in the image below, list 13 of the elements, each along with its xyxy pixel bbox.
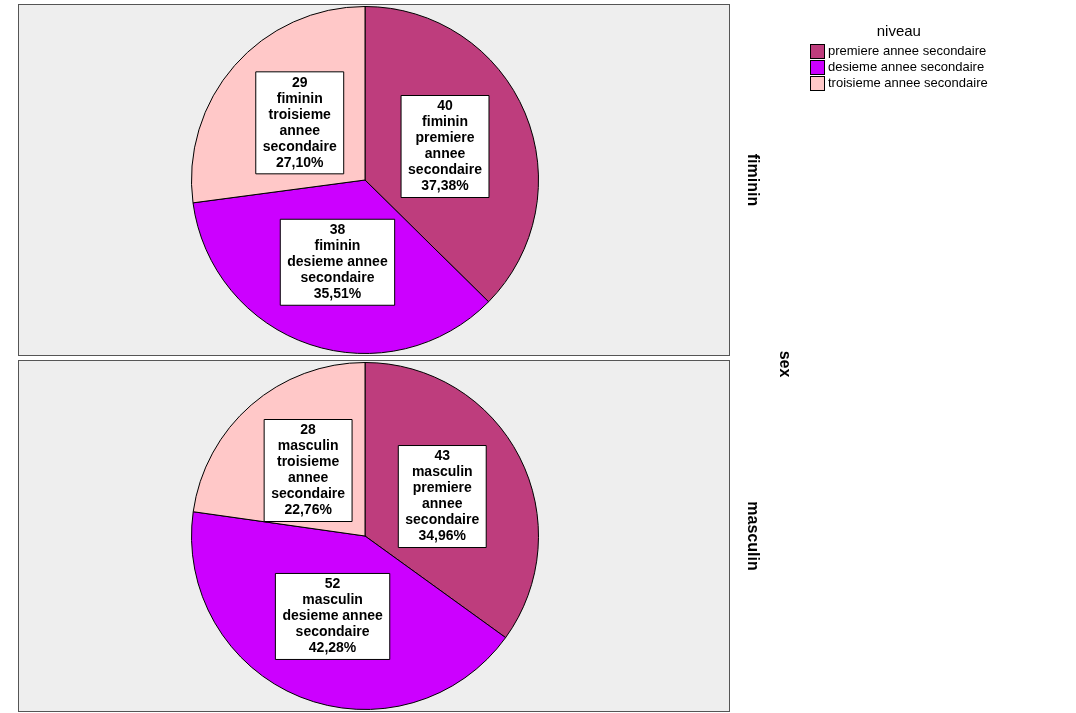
data-label: 52 masculin desieme annee secondaire 42,28% bbox=[282, 575, 383, 656]
data-label: 38 fiminin desieme annee secondaire 35,51% bbox=[287, 221, 388, 302]
data-label: 43 masculin premiere annee secondaire 34,96% bbox=[405, 447, 480, 544]
text: fiminin bbox=[744, 153, 762, 207]
text: sex bbox=[776, 350, 795, 378]
legend-label: desieme annee secondaire bbox=[828, 59, 985, 75]
legend-title: niveau bbox=[875, 22, 922, 39]
legend-label: troisieme annee secondaire bbox=[828, 75, 988, 91]
data-label: 40 fiminin premiere annee secondaire 37,38% bbox=[408, 97, 483, 194]
data-label: 29 fiminin troisieme annee secondaire 27,10% bbox=[262, 73, 337, 170]
data-label: 28 masculin troisieme annee secondaire 22,76% bbox=[271, 421, 346, 518]
legend-label: premiere annee secondaire bbox=[828, 43, 987, 59]
text: masculin bbox=[744, 501, 762, 571]
